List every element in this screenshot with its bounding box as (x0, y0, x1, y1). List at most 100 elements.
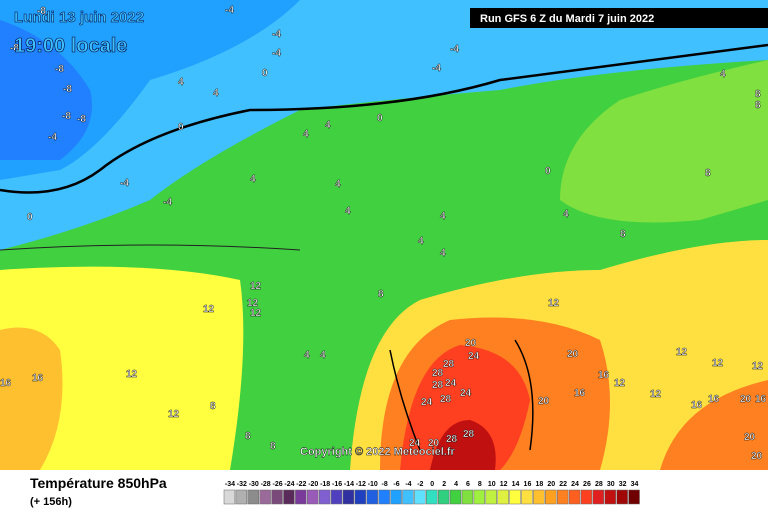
contour-label: 24 (445, 378, 457, 389)
contour-label: 20 (744, 432, 756, 443)
legend-swatch (556, 489, 569, 505)
contour-label: 20 (751, 451, 763, 462)
contour-label: 16 (32, 373, 44, 384)
contour-label: -4 (272, 48, 281, 59)
time-label: 19:00 locale (14, 35, 127, 57)
legend-tick-label: 6 (466, 481, 470, 488)
run-box (470, 8, 768, 28)
legend-tick-label: 0 (430, 481, 434, 488)
legend-tick-label: -30 (249, 481, 259, 488)
legend-tick-label: 4 (454, 481, 458, 488)
contour-label: 16 (598, 370, 610, 381)
legend-tick-label: -10 (368, 481, 378, 488)
legend-swatch (592, 489, 605, 505)
contour-label: 4 (563, 209, 569, 220)
legend-tick-label: -18 (320, 481, 330, 488)
contour-label: 24 (421, 397, 433, 408)
contour-label: 20 (538, 396, 550, 407)
legend-tick-label: 28 (595, 481, 603, 488)
legend-tick-label: -8 (382, 481, 388, 488)
legend-swatch (449, 489, 462, 505)
contour-label: 8 (270, 441, 276, 452)
contour-label: 4 (325, 120, 331, 131)
legend-tick-label: 12 (500, 481, 508, 488)
legend-swatch (628, 489, 640, 505)
legend-swatch (580, 489, 593, 505)
contour-label: 20 (740, 394, 752, 405)
legend-swatch (485, 489, 497, 505)
contour-label: -8 (37, 6, 46, 17)
legend-swatch (342, 489, 355, 505)
date-label: Lundi 13 juin 2022 (14, 9, 144, 26)
contour-label: 8 (245, 431, 251, 442)
run-label: Run GFS 6 Z du Mardi 7 juin 2022 (480, 13, 654, 25)
contour-label: 24 (468, 351, 480, 362)
contour-label: 0 (27, 212, 33, 223)
legend-tick-label: -2 (417, 481, 423, 488)
contour-label: -8 (55, 64, 64, 75)
contour-label: 8 (620, 229, 626, 240)
contour-label: 12 (712, 358, 724, 369)
contour-label: 4 (304, 350, 310, 361)
contour-label: 28 (443, 359, 455, 370)
legend-swatch (545, 489, 557, 505)
legend-swatch (223, 489, 236, 505)
contour-label: 0 (545, 166, 551, 177)
contour-label: 12 (126, 369, 138, 380)
contour-label: 24 (409, 438, 421, 449)
legend-tick-label: -20 (308, 481, 318, 488)
legend-swatch (307, 489, 319, 505)
contour-label: 16 (0, 378, 12, 389)
contour-label: 16 (755, 394, 767, 405)
legend-tick-label: 18 (535, 481, 543, 488)
legend-tick-label: -16 (332, 481, 342, 488)
contour-label: 8 (210, 401, 216, 412)
contour-label: -4 (48, 132, 57, 143)
contour-label: 28 (440, 394, 452, 405)
legend-tick-label: 14 (512, 481, 520, 488)
legend-tick-label: -28 (261, 481, 271, 488)
contour-label: 12 (250, 281, 262, 292)
contour-label: 4 (250, 174, 256, 185)
contour-label: -8 (10, 43, 19, 54)
contour-label: 4 (303, 129, 309, 140)
legend-swatch (437, 489, 450, 505)
legend-swatch (366, 489, 378, 505)
contour-label: 12 (752, 361, 764, 372)
legend-swatch (235, 489, 248, 505)
contour-label: -4 (432, 63, 441, 74)
footer-lead: (+ 156h) (30, 496, 72, 508)
contour-label: 12 (614, 378, 626, 389)
contour-label: 12 (548, 298, 560, 309)
contour-label: 4 (213, 88, 219, 99)
color-legend: -34 -32 -30 -28 -26 -24 -22 -20 -18 -16 -14 -12 -10-… (223, 481, 640, 505)
legend-tick-label: 2 (442, 481, 446, 488)
contour-label: 4 (345, 206, 351, 217)
contour-label: 4 (720, 69, 726, 80)
contour-label: -4 (450, 44, 459, 55)
contour-label: 12 (203, 304, 215, 315)
legend-tick-label: -22 (296, 481, 306, 488)
legend-swatch (271, 489, 283, 505)
legend-tick-label: 30 (607, 481, 615, 488)
contour-label: 12 (247, 298, 259, 309)
contour-label: 8 (705, 168, 711, 179)
legend-swatch (247, 489, 259, 505)
contour-label: -8 (77, 114, 86, 125)
legend-swatch (414, 489, 426, 505)
legend-tick-label: 24 (571, 481, 579, 488)
contour-label: 12 (250, 308, 262, 319)
contour-label: 28 (432, 368, 444, 379)
legend-tick-label: -14 (344, 481, 354, 488)
legend-tick-label: -34 (225, 481, 235, 488)
legend-tick-label: 34 (631, 481, 639, 488)
legend-swatch (295, 489, 307, 505)
contour-label: 12 (168, 409, 180, 420)
contour-label: 12 (676, 347, 688, 358)
legend-swatch (259, 489, 271, 505)
contour-label: 0 (377, 113, 383, 124)
contour-label: 28 (432, 380, 444, 391)
contour-label: 0 (178, 122, 184, 133)
legend-tick-label: -24 (284, 481, 294, 488)
